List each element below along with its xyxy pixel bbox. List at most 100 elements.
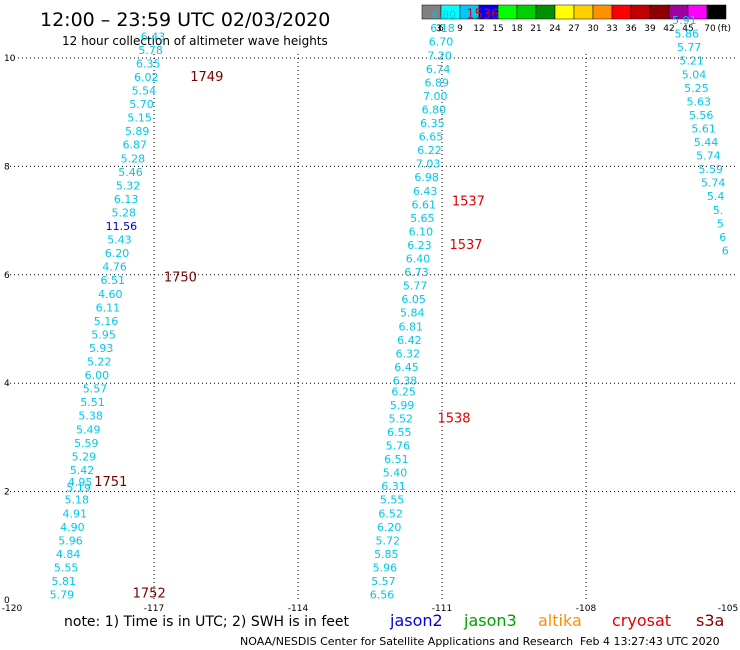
wave-height-value: 5.46 (118, 166, 143, 179)
y-tick-label: 0 (4, 596, 10, 606)
wave-height-value: 6.20 (377, 521, 402, 534)
x-tick-label: -120 (2, 604, 23, 614)
color-scale-label: 12 (473, 24, 484, 34)
color-scale-label: 33 (606, 24, 617, 34)
wave-height-value: 5.04 (682, 68, 707, 81)
wave-height-value: 5.95 (91, 328, 116, 341)
wave-height-value: 5.43 (107, 234, 132, 247)
wave-height-value: 6.51 (384, 453, 409, 466)
pass-time-labels: 1752 1751 1750 1749 1538 1537 1537 1536 (94, 8, 499, 602)
y-tick-label: 8 (4, 162, 10, 172)
wave-height-value: 6.22 (417, 144, 442, 157)
wave-height-value: 5.52 (388, 412, 413, 425)
color-scale-swatch (497, 4, 518, 20)
color-scale-swatch (592, 4, 613, 20)
wave-height-value: 5.86 (675, 28, 700, 41)
wave-height-value: 5.76 (386, 440, 411, 453)
wave-height-value: 5.56 (689, 109, 714, 122)
color-scale-label: 15 (492, 24, 503, 34)
wave-height-value: 5.4 (707, 190, 725, 203)
wave-height-value: 5.28 (112, 206, 137, 219)
wave-height-value: 4.76 (102, 261, 127, 274)
wave-height-value: 4.95 (68, 476, 93, 489)
wave-height-value: 5.22 (87, 356, 112, 369)
y-axis-ticks: 0 2 4 6 8 10 (4, 54, 16, 606)
x-tick-label: -117 (144, 604, 164, 614)
pass-time-label: 1749 (190, 70, 223, 85)
wave-height-value: 6.32 (396, 347, 421, 360)
wave-height-value: 6.00 (85, 369, 110, 382)
wave-height-value: 5.99 (390, 399, 415, 412)
pass-time-label: 1752 (133, 586, 166, 601)
y-tick-label: 6 (4, 271, 10, 281)
wave-height-value: 5.51 (80, 396, 105, 409)
wave-height-value: 7.00 (423, 90, 448, 103)
wave-height-value: 5.38 (78, 410, 103, 423)
wave-height-value: 5.44 (694, 136, 719, 149)
wave-height-value: 7.03 (416, 158, 441, 171)
wave-height-value: 6.13 (114, 193, 139, 206)
wave-height-value: 11.56 (106, 220, 138, 233)
wave-height-value: 6 (722, 244, 729, 257)
grid (10, 54, 738, 600)
pass-time-label: 1750 (164, 271, 197, 286)
wave-height-value: 6.35 (136, 57, 161, 70)
wave-height-value: 5.91 (672, 14, 697, 27)
wave-height-value: 5.42 (70, 464, 95, 477)
wave-height-value: 7.20 (427, 49, 452, 62)
wave-height-value: 5.65 (410, 212, 435, 225)
wave-height-value: 5.96 (373, 561, 398, 574)
wave-height-value: 5.93 (89, 342, 114, 355)
color-scale-swatch (573, 4, 594, 20)
color-scale: 6 9 12 15 18 21 24 27 30 33 36 39 42 45 3 70 (421, 4, 727, 34)
wave-height-value: 5.77 (677, 41, 702, 54)
wave-height-value: 5.28 (121, 152, 146, 165)
wave-height-value: 6.55 (387, 426, 412, 439)
color-scale-label: 3 (436, 24, 442, 34)
wave-height-value: 6.73 (404, 266, 429, 279)
color-scale-swatch (535, 4, 556, 20)
wave-height-value: 6.74 (426, 63, 451, 76)
y-tick-label: 4 (4, 379, 10, 389)
color-scale-label: 36 (625, 24, 637, 34)
wave-height-value: 5 (717, 217, 724, 230)
color-scale-swatch (554, 4, 575, 20)
color-scale-swatch (611, 4, 632, 20)
wave-height-value: 6.10 (409, 225, 434, 238)
wave-height-value: 5.25 (684, 82, 709, 95)
wave-height-value: 6.51 (100, 274, 125, 287)
color-scale-label: 18 (511, 24, 523, 34)
x-tick-label: -114 (288, 604, 309, 614)
chart-title: 12:00 – 23:59 UTC 02/03/2020 (40, 9, 330, 31)
pass-time-label: 1538 (437, 411, 470, 426)
wave-height-value: 5. (713, 204, 724, 217)
credit-text: NOAA/NESDIS Center for Satellite Applica… (240, 635, 573, 648)
wave-height-value: 5.55 (54, 561, 79, 574)
footer-note: note: 1) Time is in UTC; 2) SWH is in fe… (64, 614, 350, 630)
wave-height-value: 6.20 (105, 247, 130, 260)
color-scale-label: 27 (568, 24, 579, 34)
wave-height-value: 6.45 (394, 361, 419, 374)
y-tick-label: 2 (4, 488, 10, 498)
wave-height-value: 6.43 (413, 185, 438, 198)
color-scale-label: 45 (682, 24, 693, 34)
color-scale-swatch (706, 4, 727, 20)
wave-height-value: 6.25 (391, 385, 416, 398)
wave-height-value: 6.40 (406, 253, 431, 266)
wave-height-value: 6.18 (430, 22, 455, 35)
wave-height-value: 5.18 (64, 494, 89, 507)
wave-height-value: 5.89 (125, 125, 150, 138)
wave-height-value: 5.40 (383, 467, 408, 480)
wave-height-value: 6.98 (414, 171, 439, 184)
wave-height-value: 5.72 (376, 534, 401, 547)
chart-subtitle: 12 hour collection of altimeter wave hei… (62, 34, 328, 48)
color-scale-swatch (649, 4, 670, 20)
wave-height-value: 6.35 (420, 117, 445, 130)
wave-height-value: 5.57 (371, 575, 396, 588)
wave-height-value: 5.29 (72, 450, 97, 463)
wave-height-value: 5.19 (66, 481, 91, 494)
timestamp-text: Feb 4 13:27:43 UTC 2020 (580, 635, 720, 648)
wave-height-value: 4.60 (98, 288, 123, 301)
x-axis-ticks: -120 -117 -114 -111 -108 -105 (2, 604, 738, 614)
